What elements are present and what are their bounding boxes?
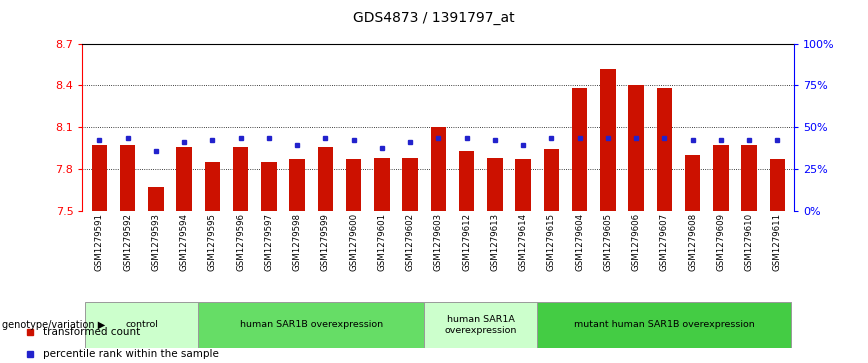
- Text: GSM1279592: GSM1279592: [123, 213, 132, 271]
- Text: GSM1279596: GSM1279596: [236, 213, 245, 271]
- Text: human SAR1A
overexpression: human SAR1A overexpression: [444, 315, 517, 335]
- Text: transformed count: transformed count: [43, 327, 141, 337]
- FancyBboxPatch shape: [85, 302, 198, 347]
- Text: GSM1279604: GSM1279604: [575, 213, 584, 272]
- Bar: [289, 159, 305, 211]
- Text: human SAR1B overexpression: human SAR1B overexpression: [240, 321, 383, 329]
- Text: GSM1279595: GSM1279595: [207, 213, 217, 271]
- Text: GDS4873 / 1391797_at: GDS4873 / 1391797_at: [353, 11, 515, 25]
- Text: GSM1279602: GSM1279602: [405, 213, 415, 272]
- Bar: [628, 85, 644, 211]
- Bar: [176, 147, 192, 211]
- FancyBboxPatch shape: [424, 302, 537, 347]
- Text: genotype/variation ▶: genotype/variation ▶: [2, 320, 105, 330]
- Text: GSM1279591: GSM1279591: [95, 213, 104, 271]
- Text: GSM1279607: GSM1279607: [660, 213, 669, 272]
- Text: GSM1279601: GSM1279601: [378, 213, 386, 272]
- Bar: [345, 159, 361, 211]
- FancyBboxPatch shape: [537, 302, 792, 347]
- Text: GSM1279598: GSM1279598: [293, 213, 301, 271]
- Bar: [374, 158, 390, 211]
- Text: GSM1279615: GSM1279615: [547, 213, 556, 272]
- Text: GSM1279613: GSM1279613: [490, 213, 499, 272]
- Text: GSM1279605: GSM1279605: [603, 213, 612, 272]
- FancyBboxPatch shape: [198, 302, 424, 347]
- Text: GSM1279606: GSM1279606: [632, 213, 641, 272]
- Bar: [92, 145, 107, 211]
- Bar: [205, 162, 220, 211]
- Text: GSM1279610: GSM1279610: [745, 213, 753, 272]
- Text: GSM1279594: GSM1279594: [180, 213, 188, 271]
- Bar: [516, 159, 531, 211]
- Text: percentile rank within the sample: percentile rank within the sample: [43, 348, 220, 359]
- Bar: [656, 88, 672, 211]
- Text: GSM1279614: GSM1279614: [518, 213, 528, 272]
- Text: mutant human SAR1B overexpression: mutant human SAR1B overexpression: [574, 321, 754, 329]
- Text: GSM1279593: GSM1279593: [151, 213, 161, 271]
- Bar: [770, 159, 785, 211]
- Text: GSM1279599: GSM1279599: [321, 213, 330, 271]
- Text: control: control: [125, 321, 158, 329]
- Bar: [543, 149, 559, 211]
- Bar: [459, 151, 474, 211]
- Text: GSM1279608: GSM1279608: [688, 213, 697, 272]
- Bar: [318, 147, 333, 211]
- Text: GSM1279612: GSM1279612: [462, 213, 471, 272]
- Bar: [431, 127, 446, 211]
- Bar: [713, 145, 728, 211]
- Text: GSM1279611: GSM1279611: [773, 213, 782, 272]
- Text: GSM1279609: GSM1279609: [716, 213, 726, 271]
- Bar: [403, 158, 418, 211]
- Bar: [741, 145, 757, 211]
- Text: GSM1279603: GSM1279603: [434, 213, 443, 272]
- Text: GSM1279600: GSM1279600: [349, 213, 358, 272]
- Bar: [572, 88, 588, 211]
- Bar: [233, 147, 248, 211]
- Text: GSM1279597: GSM1279597: [265, 213, 273, 271]
- Bar: [148, 187, 164, 211]
- Bar: [261, 162, 277, 211]
- Bar: [487, 158, 503, 211]
- Bar: [120, 145, 135, 211]
- Bar: [685, 155, 700, 211]
- Bar: [600, 69, 615, 211]
